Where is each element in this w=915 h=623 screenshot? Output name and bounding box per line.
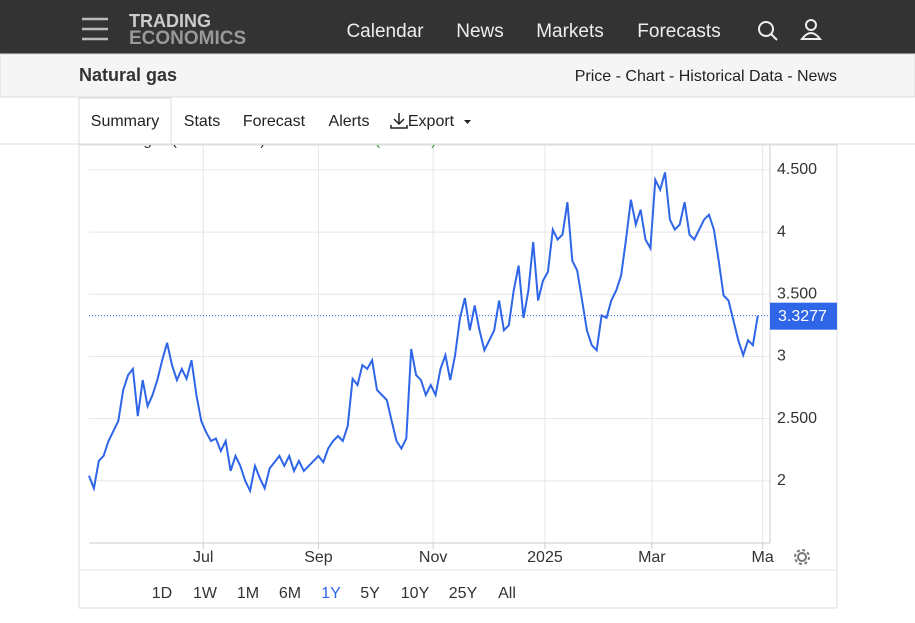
legend: Natural gas (USD/MMBtu) 3.3277 0.2107 (+6.7… — [91, 132, 436, 149]
y-tick-label: 2.500 — [777, 410, 817, 427]
settings-icon[interactable] — [794, 549, 810, 565]
legend-part: (+6.76%) — [375, 132, 436, 149]
tab[interactable]: Alerts — [329, 113, 370, 130]
tab[interactable]: Export — [408, 113, 455, 130]
range-button[interactable]: 10Y — [401, 585, 430, 602]
logo[interactable]: TRADING — [129, 11, 211, 31]
range-button[interactable]: All — [498, 585, 516, 602]
x-tick-label: Nov — [419, 549, 447, 566]
y-tick-label: 3.500 — [777, 285, 817, 302]
legend-part: Natural gas (USD/MMBtu) — [91, 132, 265, 149]
nav-link[interactable]: Markets — [536, 21, 604, 42]
download-icon — [390, 113, 408, 129]
range-button[interactable]: 1W — [193, 585, 218, 602]
tab-selected-box — [78, 97, 172, 145]
range-button[interactable]: 5Y — [360, 585, 380, 602]
nav-link[interactable]: News — [456, 21, 504, 42]
nav-link[interactable]: Forecasts — [637, 21, 720, 42]
page-title: Natural gas — [79, 65, 177, 85]
x-tick-label: 2025 — [527, 549, 563, 566]
y-tick-label: 4.500 — [777, 161, 817, 178]
user-icon[interactable] — [799, 19, 823, 40]
legend-part: 0.2107 — [323, 132, 369, 149]
header-links[interactable]: Price - Chart - Historical Data - News — [575, 68, 837, 85]
tab[interactable]: Summary — [91, 113, 159, 130]
range-button[interactable]: 1M — [237, 585, 259, 602]
last-value-tag — [770, 302, 837, 330]
dropdown-caret — [464, 120, 471, 124]
range-button[interactable]: 25Y — [449, 585, 478, 602]
last-value-label: 3.3277 — [778, 308, 827, 325]
header-bar — [0, 53, 915, 98]
y-tick-label: 2 — [777, 472, 786, 489]
logo[interactable]: ECONOMICS — [129, 28, 246, 49]
chart-box — [78, 144, 838, 609]
tab[interactable]: Stats — [184, 113, 220, 130]
search-icon[interactable] — [758, 21, 778, 41]
legend-part: 3.3277 — [271, 132, 317, 149]
x-tick-label: Sep — [304, 549, 333, 566]
range-button[interactable]: 1D — [152, 585, 172, 602]
price-line — [88, 172, 759, 494]
menu-icon[interactable] — [82, 17, 108, 41]
y-tick-label: 4 — [777, 223, 786, 240]
range-button[interactable]: 1Y — [321, 585, 341, 602]
nav-bar — [0, 0, 915, 54]
range-button[interactable]: 6M — [279, 585, 301, 602]
nav-link[interactable]: Calendar — [346, 21, 424, 42]
tab[interactable]: Forecast — [243, 113, 306, 130]
x-tick-label: Jul — [193, 549, 213, 566]
x-tick-label: Mar — [638, 549, 666, 566]
x-tick-label: Ma — [752, 549, 774, 566]
y-tick-label: 3 — [777, 348, 786, 365]
